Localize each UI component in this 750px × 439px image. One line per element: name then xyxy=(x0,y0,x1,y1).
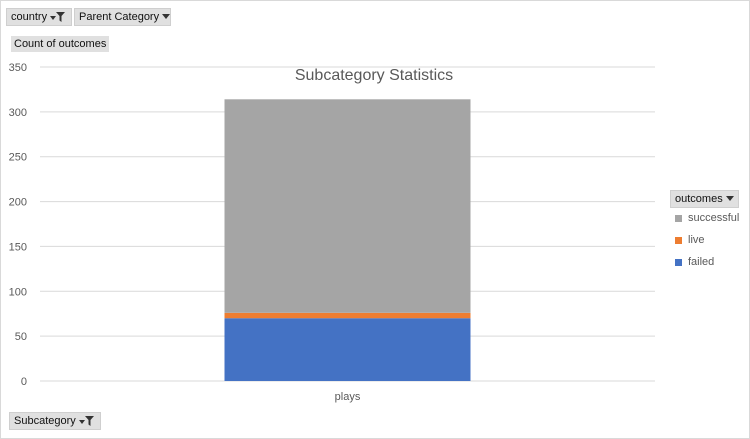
value-field-button[interactable]: Count of outcomes xyxy=(11,36,110,52)
y-tick-label: 150 xyxy=(9,241,27,253)
bar-segment-successful[interactable] xyxy=(224,99,471,313)
y-tick-label: 200 xyxy=(9,197,27,209)
outcomes-legend-field-button[interactable]: outcomes xyxy=(670,190,739,208)
outcomes-legend-field-label: outcomes xyxy=(675,193,723,205)
bar-segment-live[interactable] xyxy=(224,312,471,319)
y-tick-label: 50 xyxy=(15,331,27,343)
legend-swatch xyxy=(675,236,682,244)
x-axis-category-labels: plays xyxy=(335,391,361,403)
country-filter-button[interactable]: country xyxy=(6,8,72,26)
y-tick-label: 350 xyxy=(9,62,27,74)
value-field-label: Count of outcomes xyxy=(14,38,107,50)
dropdown-arrow-icon xyxy=(162,14,171,20)
subcategory-axis-field-label: Subcategory xyxy=(14,415,76,427)
legend-swatch xyxy=(675,214,682,222)
legend-label: failed xyxy=(688,256,715,268)
legend-label: successful xyxy=(688,212,740,224)
legend-label: live xyxy=(688,234,705,246)
y-tick-label: 0 xyxy=(21,376,27,388)
parent-category-filter-label: Parent Category xyxy=(79,11,160,23)
dropdown-arrow-icon xyxy=(725,196,735,202)
y-tick-label: 100 xyxy=(9,286,27,298)
filter-funnel-icon xyxy=(78,415,95,427)
chart-bars xyxy=(224,99,471,381)
x-category-label: plays xyxy=(335,391,361,403)
parent-category-filter-button[interactable]: Parent Category xyxy=(74,8,171,26)
legend-swatch xyxy=(675,258,682,266)
legend-item-live[interactable]: live xyxy=(675,234,705,246)
country-filter-label: country xyxy=(11,11,48,23)
legend-item-successful[interactable]: successful xyxy=(675,212,739,224)
y-tick-label: 300 xyxy=(9,107,27,119)
subcategory-axis-field-button[interactable]: Subcategory xyxy=(9,412,101,430)
filter-funnel-icon xyxy=(50,11,66,23)
y-tick-label: 250 xyxy=(9,152,27,164)
legend-item-failed[interactable]: failed xyxy=(675,256,714,268)
chart-title: Subcategory Statistics xyxy=(295,67,453,84)
y-axis-tick-labels: 0 50 100 150 200 250 300 350 xyxy=(9,62,27,388)
bar-segment-failed[interactable] xyxy=(224,318,471,381)
